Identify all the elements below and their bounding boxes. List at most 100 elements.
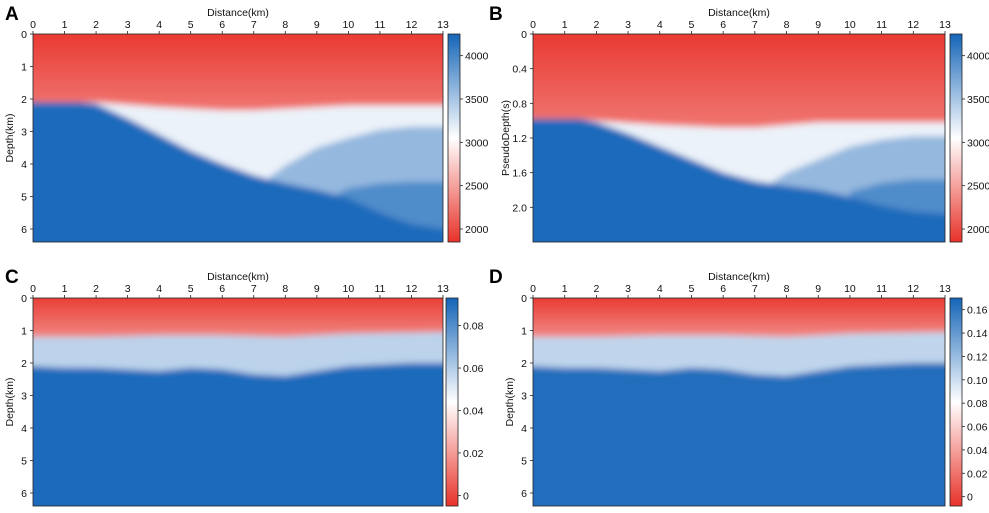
panel-label-a: A — [5, 4, 19, 25]
panel-d-ytick-label: 0 — [521, 293, 527, 305]
panel-a-xtick-label: 12 — [406, 19, 418, 31]
panel-d-basement-layer — [533, 363, 945, 506]
panel-b-basement-layer — [533, 118, 945, 242]
panel-c-xtick-label: 7 — [251, 283, 257, 295]
panel-d-colorbar-tick-label: 0.12 — [967, 351, 988, 363]
panel-a-xtick-label: 0 — [30, 19, 36, 31]
panel-a-image — [33, 34, 443, 242]
panel-d-xtick-label: 11 — [876, 283, 887, 295]
panel-a-xtick-label: 5 — [188, 19, 194, 31]
panel-c-xtick-label: 11 — [374, 283, 385, 295]
panel-b-xtick-label: 6 — [720, 19, 726, 31]
panel-d-xtick-label: 13 — [939, 283, 951, 295]
panel-c-ytick-label: 4 — [21, 423, 27, 435]
panel-b-xtick-label: 10 — [844, 19, 856, 31]
panel-a-ytick-label: 5 — [21, 192, 27, 204]
panel-d-xtick-label: 1 — [562, 283, 568, 295]
panel-c-colorbar-tick-label: 0.06 — [463, 363, 484, 375]
panel-b-ytick-label: 2.0 — [512, 202, 527, 214]
panel-b-xtick-label: 4 — [657, 19, 663, 31]
panel-d-colorbar-tick-label: 0.14 — [967, 328, 988, 340]
panel-b-xtick-label: 0 — [530, 19, 536, 31]
panel-c-xtick-label: 10 — [343, 283, 355, 295]
panel-b-colorbar-tick-label: 2000 — [967, 224, 989, 236]
panel-b-xtick-label: 1 — [562, 19, 568, 31]
panel-c-colorbar-tick-label: 0 — [463, 490, 469, 502]
panel-c-ytick-label: 3 — [21, 391, 27, 403]
panel-a-xtick-label: 13 — [437, 19, 449, 31]
panel-a-ytick-label: 1 — [21, 62, 27, 74]
panel-label-b: B — [489, 4, 503, 25]
panel-d-xtick-label: 2 — [593, 283, 599, 295]
panel-d-colorbar-tick-label: 0.06 — [967, 422, 988, 434]
panel-c-ytick-label: 0 — [21, 293, 27, 305]
panel-b-xtick-label: 8 — [784, 19, 790, 31]
panel-b-colorbar-tick-label: 3000 — [967, 137, 989, 149]
panel-a-xlabel: Distance(km) — [207, 7, 269, 19]
panel-a-colorbar-tick-label: 2000 — [465, 224, 489, 236]
panel-c-ytick-label: 1 — [21, 326, 27, 338]
panel-a-frame — [32, 33, 444, 243]
panel-c-frame — [32, 297, 444, 507]
panel-b-ytick-label: 1.6 — [512, 168, 527, 180]
panel-a-ytick-label: 2 — [21, 94, 27, 106]
panel-a-colorbar-tick-label: 2500 — [465, 181, 489, 193]
panel-a-ytick-label: 6 — [21, 224, 27, 236]
panel-b-xtick-label: 5 — [689, 19, 695, 31]
panel-c-xtick-label: 2 — [93, 283, 99, 295]
panel-label-c: C — [5, 267, 19, 288]
panel-b-ytick-label: 0.8 — [512, 98, 527, 110]
panel-d-ytick-label: 1 — [521, 326, 527, 338]
panel-d-ytick-label: 6 — [521, 488, 527, 500]
panel-d-frame — [532, 297, 946, 507]
panel-c-colorbar-tick-label: 0.02 — [463, 448, 484, 460]
panel-d-colorbar-tick-label: 0.16 — [967, 305, 988, 317]
panel-a-xtick-label: 6 — [219, 19, 225, 31]
panel-b-colorbar-tick-label: 4000 — [967, 51, 989, 63]
panel-a-xtick-label: 2 — [93, 19, 99, 31]
panel-a-xtick-label: 3 — [125, 19, 131, 31]
panel-b-colorbar — [949, 33, 963, 243]
panel-b-colorbar-tick-label: 3500 — [967, 94, 989, 106]
panel-a-ytick-label: 3 — [21, 127, 27, 139]
panel-c-image — [33, 298, 443, 506]
panel-c-xtick-label: 3 — [125, 283, 131, 295]
panel-a-colorbar-tick-label: 3500 — [465, 94, 489, 106]
panel-b-ytick-label: 0.4 — [512, 64, 527, 76]
panel-d-xtick-label: 7 — [752, 283, 758, 295]
panel-b-ytick-label: 0 — [521, 29, 527, 41]
panel-a-xtick-label: 11 — [374, 19, 385, 31]
panel-c-xtick-label: 12 — [406, 283, 418, 295]
panel-d-xtick-label: 10 — [844, 283, 856, 295]
panel-b-xtick-label: 3 — [625, 19, 631, 31]
panel-c-xtick-label: 9 — [314, 283, 320, 295]
panel-a-xtick-label: 9 — [314, 19, 320, 31]
panel-d-ytick-label: 5 — [521, 456, 527, 468]
panel-a-ylabel: Depth(km) — [4, 113, 16, 162]
panel-d-ytick-label: 2 — [521, 358, 527, 370]
panel-d-xtick-label: 0 — [530, 283, 536, 295]
panel-c-basement-layer — [33, 363, 443, 506]
panel-c-colorbar — [445, 297, 459, 507]
panel-d-xtick-label: 6 — [720, 283, 726, 295]
panel-c-xtick-label: 4 — [156, 283, 162, 295]
panel-d-xtick-label: 3 — [625, 283, 631, 295]
panel-b-xtick-label: 13 — [939, 19, 951, 31]
panel-d-xtick-label: 5 — [689, 283, 695, 295]
panel-c-colorbar-tick-label: 0.08 — [463, 321, 484, 333]
panel-c-ylabel: Depth(km) — [4, 377, 16, 426]
panel-b-xtick-label: 11 — [876, 19, 887, 31]
panel-d-colorbar-tick-label: 0.04 — [967, 445, 988, 457]
panel-a-xtick-label: 10 — [343, 19, 355, 31]
panel-d-ytick-label: 3 — [521, 391, 527, 403]
panel-c-xtick-label: 6 — [219, 283, 225, 295]
panel-a-xtick-label: 4 — [156, 19, 162, 31]
panel-b-xtick-label: 2 — [593, 19, 599, 31]
panel-d-colorbar-tick-label: 0 — [967, 492, 973, 504]
panel-a-colorbar — [447, 33, 461, 243]
panel-d-ytick-label: 4 — [521, 423, 527, 435]
panel-b-ytick-label: 1.2 — [512, 133, 527, 145]
panel-c-xtick-label: 1 — [62, 283, 68, 295]
panel-d-colorbar-tick-label: 0.08 — [967, 398, 988, 410]
